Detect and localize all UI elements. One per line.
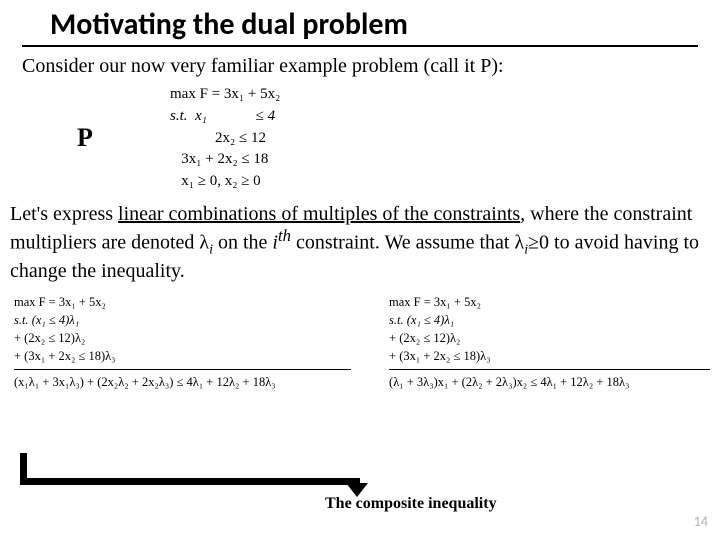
left-c2: + (2x₂ ≤ 12)λ₂ — [14, 329, 351, 347]
left-rule — [14, 369, 351, 370]
left-c3: + (3x₁ + 2x₂ ≤ 18)λ₃ — [14, 347, 351, 365]
body-paragraph: Let's express linear combinations of mul… — [0, 199, 720, 289]
right-c3: + (3x₁ + 2x₂ ≤ 18)λ₃ — [389, 347, 710, 365]
left-derivation: max F = 3x₁ + 5x₂ s.t. (x₁ ≤ 4)λ₁ + (2x₂… — [10, 293, 351, 391]
body-underlined: linear combinations of multiples of the … — [118, 203, 520, 225]
right-sum: (λ₁ + 3λ₃)x₁ + (2λ₂ + 2λ₃)x₂ ≤ 4λ₁ + 12λ… — [389, 373, 710, 391]
right-rule — [389, 369, 710, 370]
primal-c3: 3x₁ + 2x₂ ≤ 18 — [170, 149, 280, 171]
right-obj: max F = 3x₁ + 5x₂ — [389, 293, 710, 311]
right-c2: + (2x₂ ≤ 12)λ₂ — [389, 329, 710, 347]
primal-problem-block: P max F = 3x₁ + 5x₂ s.t. x₁ ≤ 4 2x₂ ≤ 12… — [0, 82, 720, 199]
body-part1: Let's express — [10, 203, 118, 225]
left-st: s.t. (x₁ ≤ 4)λ₁ — [14, 311, 351, 329]
left-sum: (x₁λ₁ + 3x₁λ₃) + (2x₂λ₂ + 2x₂λ₃) ≤ 4λ₁ +… — [14, 373, 351, 391]
arrow-horizontal — [20, 478, 360, 485]
primal-objective: max F = 3x₁ + 5x₂ — [170, 84, 280, 106]
body-part3: on the — [213, 232, 272, 254]
composite-label: The composite inequality — [325, 495, 497, 513]
slide-title: Motivating the dual problem — [22, 0, 698, 47]
primal-nonneg: x₁ ≥ 0, x₂ ≥ 0 — [170, 171, 280, 193]
primal-st: s.t. x₁ ≤ 4 — [170, 106, 280, 128]
primal-c2: 2x₂ ≤ 12 — [170, 128, 280, 150]
intro-text: Consider our now very familiar example p… — [0, 55, 720, 82]
body-part4: constraint. We assume that λ — [291, 232, 524, 254]
right-derivation: max F = 3x₁ + 5x₂ s.t. (x₁ ≤ 4)λ₁ + (2x₂… — [371, 293, 710, 391]
right-st: s.t. (x₁ ≤ 4)λ₁ — [389, 311, 710, 329]
derivation-row: max F = 3x₁ + 5x₂ s.t. (x₁ ≤ 4)λ₁ + (2x₂… — [0, 289, 720, 391]
left-obj: max F = 3x₁ + 5x₂ — [14, 293, 351, 311]
page-number: 14 — [694, 513, 708, 530]
primal-math: max F = 3x₁ + 5x₂ s.t. x₁ ≤ 4 2x₂ ≤ 12 3… — [170, 84, 280, 193]
problem-label: P — [0, 123, 170, 153]
ith-th: th — [278, 226, 291, 245]
